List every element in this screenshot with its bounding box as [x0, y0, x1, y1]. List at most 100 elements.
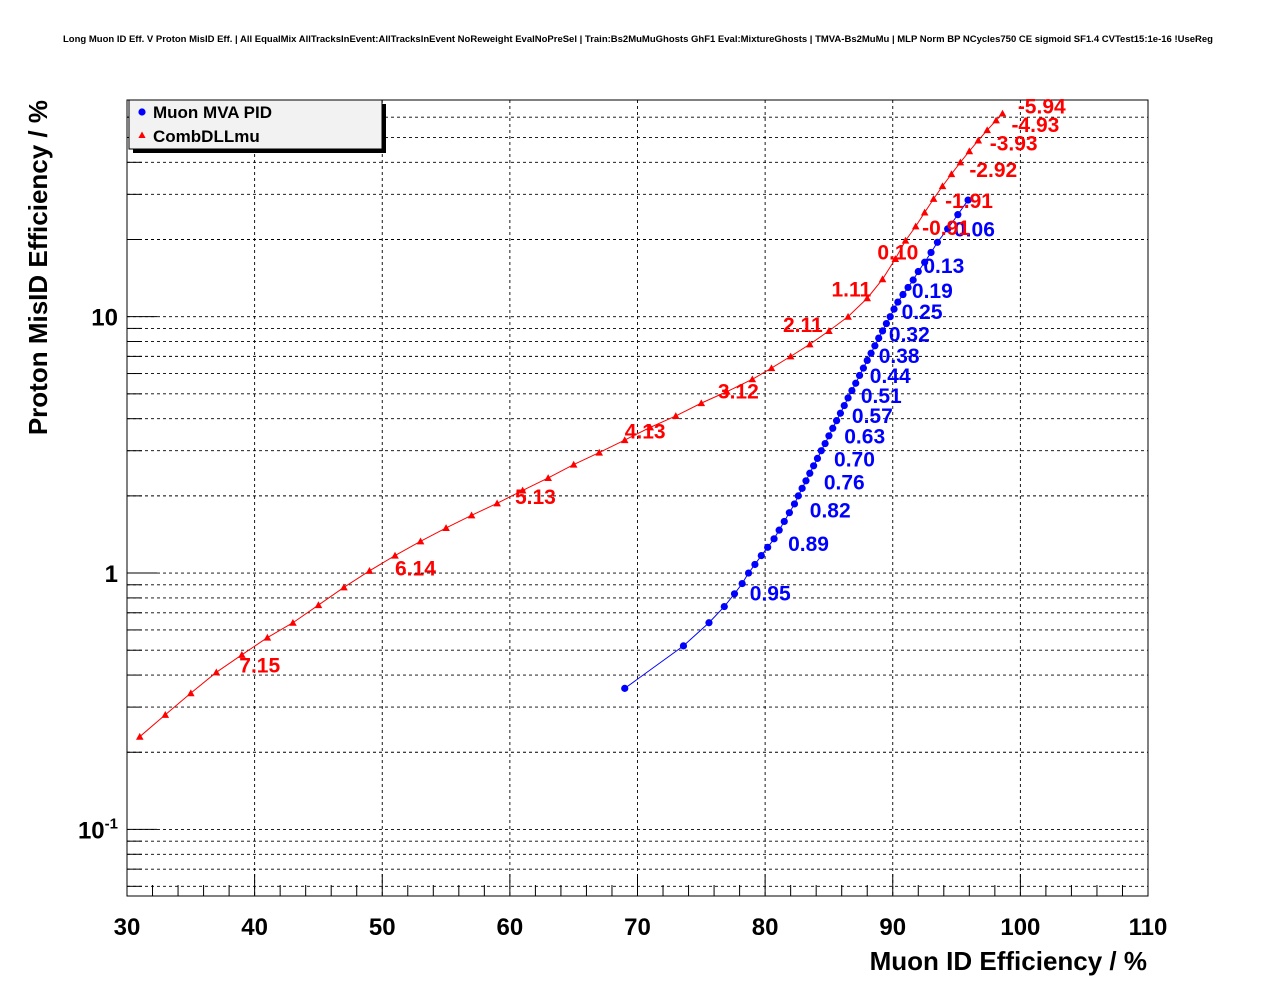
data-point-muon-mva-pid [933, 238, 942, 246]
cut-label: 5.13 [515, 486, 556, 509]
legend-label-muon-mva-pid: Muon MVA PID [153, 103, 272, 122]
cut-label: 0.32 [889, 324, 930, 347]
data-point-muon-mva-pid [679, 642, 688, 650]
data-point-muon-mva-pid [886, 313, 894, 321]
data-point-muon-mva-pid [810, 462, 818, 470]
data-point-combdllmu [314, 601, 323, 609]
y-tick-labels: 10-1 1 10 [78, 305, 118, 845]
cut-label: 0.25 [902, 301, 943, 324]
data-point-muon-mva-pid [770, 535, 778, 543]
data-point-combdllmu [767, 364, 776, 372]
data-point-muon-mva-pid [821, 439, 829, 448]
y-tick-label: 1 [105, 561, 118, 588]
data-point-combdllmu [825, 327, 833, 334]
cut-label: 0.38 [879, 345, 920, 368]
data-point-muon-mva-pid [890, 305, 898, 313]
data-point-combdllmu [920, 208, 929, 216]
x-tick-label: 30 [114, 914, 141, 941]
cut-label: 7.15 [239, 654, 280, 677]
data-point-muon-mva-pid [738, 579, 746, 588]
data-point-muon-mva-pid [744, 569, 753, 577]
data-point-combdllmu [544, 474, 552, 481]
y-axis-title: Proton MisID Efficiency / % [23, 100, 53, 435]
data-point-combdllmu [965, 147, 974, 155]
data-point-muon-mva-pid [720, 602, 728, 611]
cut-label: 0.63 [844, 426, 885, 449]
data-point-muon-mva-pid [780, 517, 788, 526]
data-point-muon-mva-pid [785, 509, 793, 517]
data-point-muon-mva-pid [909, 276, 917, 284]
data-point-muon-mva-pid [794, 492, 802, 500]
data-point-muon-mva-pid [848, 386, 856, 395]
legend: Muon MVA PID CombDLLmu [128, 99, 386, 153]
cut-label: 0.95 [750, 583, 791, 606]
data-point-combdllmu [365, 567, 374, 574]
data-point-combdllmu [901, 236, 910, 244]
cut-label: 0.51 [861, 385, 902, 408]
data-point-combdllmu [161, 710, 170, 718]
data-point-muon-mva-pid [863, 356, 871, 365]
cut-label: 0.89 [788, 533, 829, 556]
x-tick-label: 110 [1129, 914, 1168, 941]
data-point-muon-mva-pid [852, 379, 860, 387]
data-point-combdllmu [569, 460, 578, 468]
data-point-muon-mva-pid [775, 526, 783, 534]
data-point-muon-mva-pid [825, 432, 833, 440]
data-point-combdllmu [416, 537, 425, 545]
cut-label: -3.93 [990, 132, 1038, 155]
legend-label-combdllmu: CombDLLmu [153, 127, 260, 146]
x-tick-label: 80 [752, 914, 779, 941]
cut-label: 3.12 [718, 380, 759, 403]
data-point-muon-mva-pid [882, 319, 890, 328]
data-point-combdllmu [863, 294, 872, 302]
data-point-combdllmu [671, 412, 680, 419]
data-point-muon-mva-pid [899, 290, 907, 299]
data-point-combdllmu [697, 399, 706, 407]
data-point-combdllmu [956, 158, 965, 166]
data-point-muon-mva-pid [867, 349, 875, 357]
cut-label: 0.76 [824, 471, 865, 494]
cut-label: -2.92 [969, 159, 1017, 182]
cut-label: -1.91 [945, 190, 993, 213]
data-point-muon-mva-pid [855, 371, 864, 380]
data-point-combdllmu [844, 312, 852, 320]
data-point-combdllmu [263, 633, 272, 641]
data-point-combdllmu [212, 668, 221, 676]
data-point-muon-mva-pid [904, 283, 912, 292]
x-tick-label: 70 [624, 914, 651, 941]
data-point-combdllmu [442, 524, 450, 531]
data-point-muon-mva-pid [764, 543, 772, 551]
data-point-muon-mva-pid [944, 225, 952, 233]
data-point-muon-mva-pid [730, 590, 739, 598]
data-point-muon-mva-pid [829, 424, 837, 432]
cut-label: -5.94 [1018, 96, 1066, 119]
data-point-combdllmu [340, 583, 348, 591]
cut-label: 1.11 [831, 278, 871, 301]
data-point-muon-mva-pid [844, 394, 852, 402]
data-point-muon-mva-pid [927, 248, 935, 257]
grid-lines [127, 99, 1148, 896]
data-point-combdllmu [983, 126, 991, 134]
x-tick-label: 100 [1000, 914, 1040, 941]
data-point-combdllmu [493, 499, 501, 507]
data-point-muon-mva-pid [840, 401, 848, 410]
legend-marker-combdllmu [138, 131, 146, 138]
data-point-combdllmu [891, 255, 900, 262]
data-point-muon-mva-pid [921, 258, 929, 266]
x-tick-label: 50 [369, 914, 396, 941]
data-point-muon-mva-pid [878, 327, 887, 335]
data-point-muon-mva-pid [705, 619, 713, 627]
x-tick-label: 60 [497, 914, 524, 941]
cut-labels: 0.06 0.130.190.250.320.380.440.510.570.63… [239, 96, 1066, 678]
data-point-combdllmu [620, 436, 629, 444]
cut-label: 4.13 [625, 420, 666, 443]
data-point-combdllmu [187, 689, 195, 697]
data-point-muon-mva-pid [621, 684, 629, 692]
cut-label: 0.70 [834, 449, 875, 472]
series-line-muon-mva-pid [624, 199, 969, 689]
cut-label: 0.44 [870, 365, 911, 388]
legend-box [128, 99, 383, 150]
data-point-combdllmu [878, 275, 887, 283]
cut-label: 0.10 [877, 242, 918, 265]
